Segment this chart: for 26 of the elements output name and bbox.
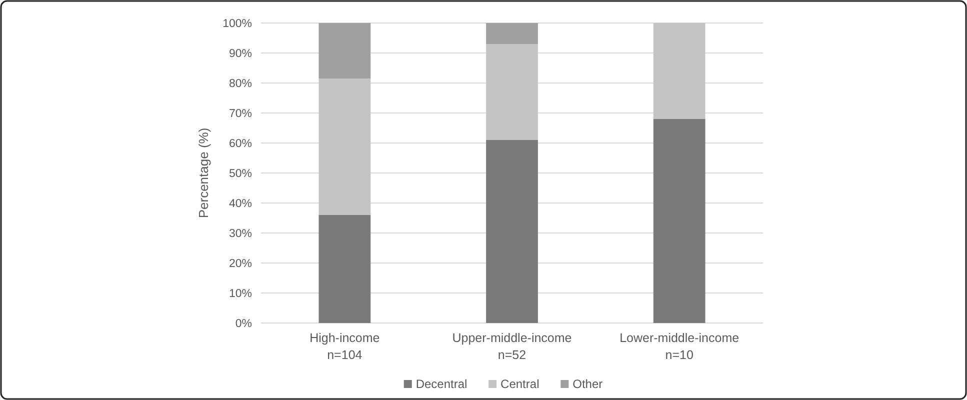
legend-label: Central [500,377,540,391]
bar [486,23,538,44]
legend-label: Other [572,377,603,391]
x-tick-label: Upper-middle-income n=52 [452,331,572,362]
bar [653,119,706,323]
y-tick-label: 100% [222,18,252,30]
bar [486,140,538,323]
x-tick-label: High-income n=104 [310,331,380,362]
y-tick-label: 60% [228,138,252,150]
bar [318,215,371,323]
y-tick-label: 50% [228,168,252,180]
y-tick-label: 0% [235,318,252,330]
bar [318,23,371,78]
bar [318,78,371,215]
bar [653,23,706,119]
x-tick-label: Lower-middle-income n=10 [620,331,740,362]
y-tick-label: 90% [228,48,252,60]
y-tick-label: 10% [228,288,252,300]
y-axis-title: Percentage (%) [196,128,211,218]
y-tick-label: 80% [228,78,252,90]
y-tick-label: 70% [228,108,252,120]
y-tick-label: 40% [228,198,252,210]
y-tick-label: 30% [228,228,252,240]
bar [486,44,538,140]
legend-label: Decentral [416,377,468,391]
y-tick-label: 20% [228,258,252,270]
